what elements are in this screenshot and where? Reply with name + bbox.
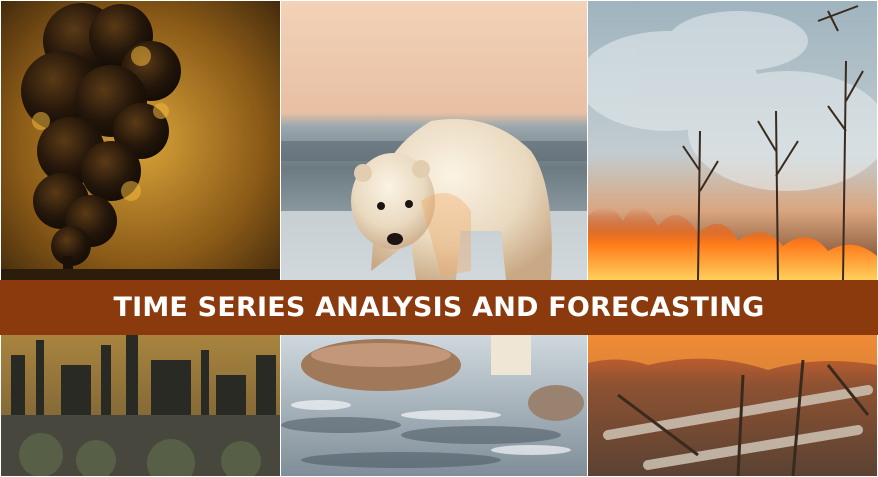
melting-ice-photo xyxy=(281,335,587,476)
polar-bear-photo xyxy=(281,1,587,280)
title-banner: TIME SERIES ANALYSIS AND FORECASTING xyxy=(0,280,878,335)
factory-photo xyxy=(1,335,280,476)
smokestack-photo xyxy=(1,1,280,280)
banner-title: TIME SERIES ANALYSIS AND FORECASTING xyxy=(113,292,765,323)
burning-logs-photo xyxy=(588,335,877,476)
wildfire-photo xyxy=(588,1,877,280)
